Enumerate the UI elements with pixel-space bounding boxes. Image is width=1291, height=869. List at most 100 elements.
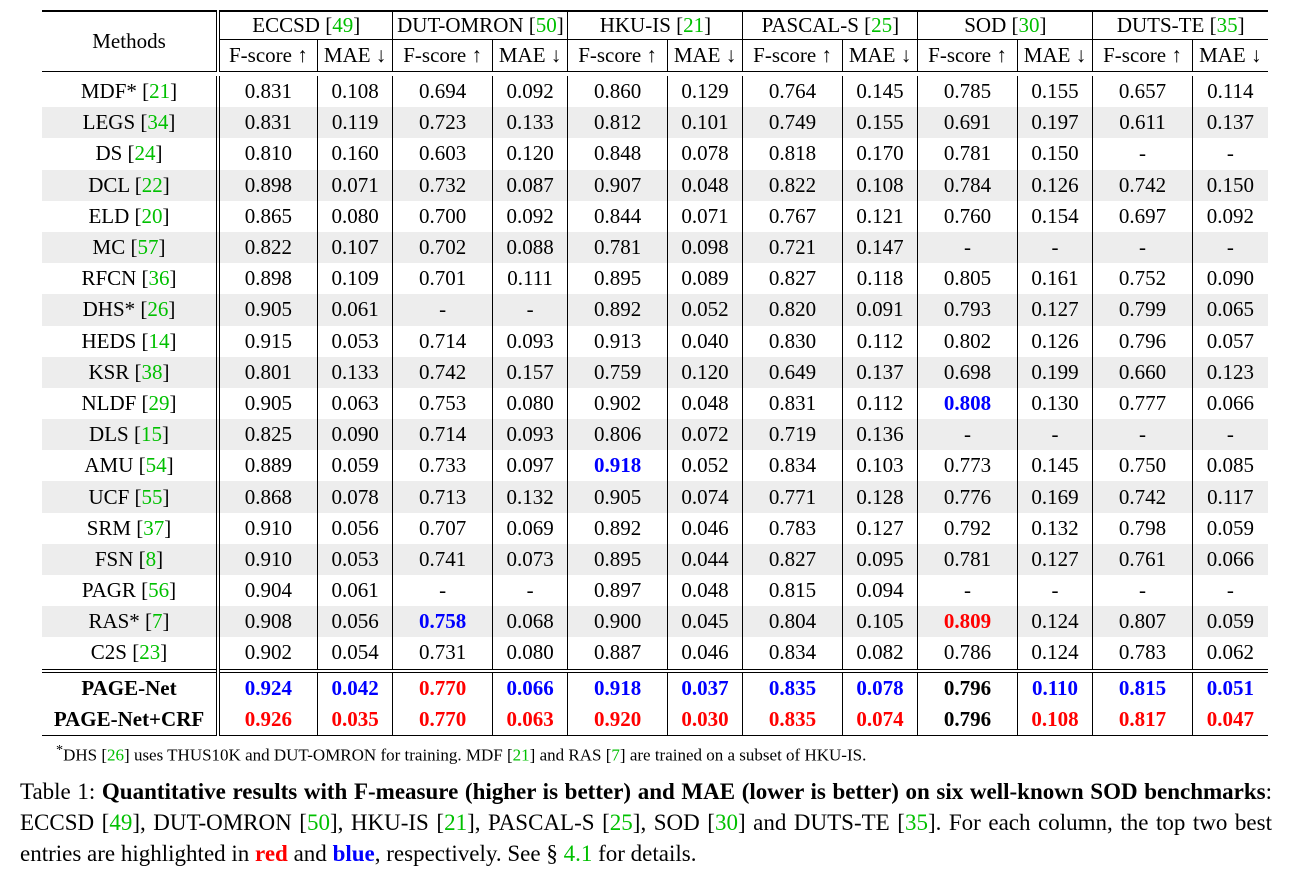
caption-citation[interactable]: 30 <box>714 810 738 835</box>
cell-value: 0.117 <box>1207 484 1254 509</box>
cell-value: 0.059 <box>1206 609 1254 634</box>
cell-value: 0.030 <box>681 706 729 731</box>
method-citation[interactable]: 54 <box>145 453 167 478</box>
mae-cell: 0.057 <box>1191 325 1268 357</box>
cell-value: 0.136 <box>856 422 904 447</box>
method-citation[interactable]: 55 <box>141 484 163 509</box>
fscore-cell: 0.786 <box>917 637 1018 671</box>
caption-label: Table 1: <box>20 779 102 804</box>
method-citation[interactable]: 14 <box>148 328 170 353</box>
method-citation[interactable]: 7 <box>152 609 163 634</box>
method-citation[interactable]: 23 <box>139 640 161 665</box>
dataset-citation[interactable]: 30 <box>1018 13 1040 37</box>
mae-cell: 0.145 <box>1016 450 1093 482</box>
fscore-cell: 0.834 <box>742 637 843 671</box>
dataset-citation[interactable]: 21 <box>683 13 705 37</box>
caption-text: , HKU-IS <box>337 810 437 835</box>
method-citation[interactable]: 26 <box>147 297 169 322</box>
cell-value: 0.154 <box>1031 203 1079 228</box>
footnote-citation[interactable]: 7 <box>611 745 620 765</box>
cell-value: 0.910 <box>244 515 292 540</box>
cell-value: 0.657 <box>1118 79 1167 104</box>
method-citation[interactable]: 34 <box>147 110 169 135</box>
fscore-cell: 0.892 <box>567 294 668 326</box>
method-cell: FSN [8] <box>42 543 218 575</box>
footnote-citation[interactable]: 21 <box>512 745 530 765</box>
footnote-citation[interactable]: 26 <box>107 745 125 765</box>
cell-value: 0.713 <box>418 484 467 509</box>
caption-citation[interactable]: 49 <box>109 810 133 835</box>
cell-value: 0.137 <box>856 359 904 384</box>
cell-value: 0.714 <box>418 422 467 447</box>
caption-bold-text: Quantitative results with F-measure (hig… <box>101 779 1266 804</box>
caption-citation[interactable]: 25 <box>609 810 633 835</box>
cell-value: 0.150 <box>1031 141 1079 166</box>
mae-cell: - <box>491 575 568 607</box>
method-name: RAS* <box>88 609 140 634</box>
caption-text: , respectively. See § <box>374 841 564 866</box>
mae-cell: 0.089 <box>666 263 743 295</box>
method-citation[interactable]: 37 <box>143 515 165 540</box>
cell-value: 0.137 <box>1206 110 1254 135</box>
dataset-citation[interactable]: 35 <box>1216 13 1238 37</box>
caption-citation[interactable]: 21 <box>444 810 468 835</box>
mae-cell: 0.048 <box>666 387 743 420</box>
dataset-citation[interactable]: 49 <box>332 13 354 37</box>
section-link[interactable]: 4.1 <box>563 841 593 866</box>
cell-value: 0.123 <box>1206 359 1254 384</box>
table-row: DLS [15] 0.825 0.090 0.714 0.093 0.806 0.072 0.… <box>42 419 1268 451</box>
dataset-citation[interactable]: 50 <box>535 13 557 37</box>
cell-value: 0.056 <box>331 609 379 634</box>
footnote-text: and RAS <box>535 745 606 765</box>
fscore-cell: 0.815 <box>1092 668 1193 704</box>
cell-value: 0.124 <box>1031 640 1079 665</box>
fscore-cell: 0.827 <box>742 543 843 575</box>
cell-value: 0.902 <box>244 640 292 665</box>
caption-citation[interactable]: 50 <box>306 810 330 835</box>
mae-cell: 0.132 <box>1016 512 1093 544</box>
method-citation[interactable]: 29 <box>148 390 170 415</box>
method-citation[interactable]: 57 <box>137 235 159 260</box>
fscore-cell: 0.714 <box>392 325 493 357</box>
mae-cell: 0.110 <box>1016 668 1093 704</box>
cell-value: 0.902 <box>593 390 642 415</box>
mae-cell: 0.056 <box>316 606 393 638</box>
fscore-header: F-score ↑ <box>215 39 318 72</box>
fscore-cell: 0.700 <box>392 200 493 232</box>
mae-cell: 0.133 <box>491 107 568 139</box>
cell-value: 0.697 <box>1118 203 1167 228</box>
mae-cell: - <box>1191 419 1268 451</box>
mae-cell: 0.161 <box>1016 263 1093 295</box>
method-citation[interactable]: 20 <box>141 203 163 228</box>
method-citation[interactable]: 36 <box>148 266 170 291</box>
cell-value: 0.915 <box>244 328 292 353</box>
cell-value: - <box>964 235 972 260</box>
mae-cell: 0.090 <box>316 419 393 451</box>
method-citation[interactable]: 56 <box>148 578 170 603</box>
cell-value: 0.072 <box>681 422 729 447</box>
method-citation[interactable]: 22 <box>141 172 163 197</box>
method-citation[interactable]: 38 <box>141 359 163 384</box>
dataset-citation[interactable]: 25 <box>871 13 893 37</box>
mae-cell: 0.120 <box>491 138 568 170</box>
mae-cell: 0.078 <box>841 668 918 704</box>
cell-value: 0.080 <box>506 640 554 665</box>
method-citation[interactable]: 8 <box>145 546 157 571</box>
fscore-cell: 0.918 <box>567 668 668 704</box>
fscore-cell: 0.831 <box>215 107 318 139</box>
cell-value: 0.760 <box>943 203 992 228</box>
mae-cell: 0.087 <box>491 169 568 201</box>
table-row: NLDF [29] 0.905 0.063 0.753 0.080 0.902 0.048 0… <box>42 387 1268 420</box>
caption-citation[interactable]: 35 <box>904 810 928 835</box>
mae-cell: 0.030 <box>666 703 743 736</box>
cell-value: 0.095 <box>856 546 904 571</box>
cell-value: 0.120 <box>506 141 554 166</box>
fscore-cell: 0.770 <box>392 703 493 736</box>
method-citation[interactable]: 15 <box>140 422 162 447</box>
method-citation[interactable]: 24 <box>134 141 156 166</box>
fscore-cell: 0.742 <box>1092 169 1193 201</box>
cell-value: 0.160 <box>331 141 379 166</box>
mae-cell: 0.042 <box>316 668 393 704</box>
cell-value: 0.051 <box>1206 675 1254 700</box>
method-citation[interactable]: 21 <box>149 79 171 104</box>
